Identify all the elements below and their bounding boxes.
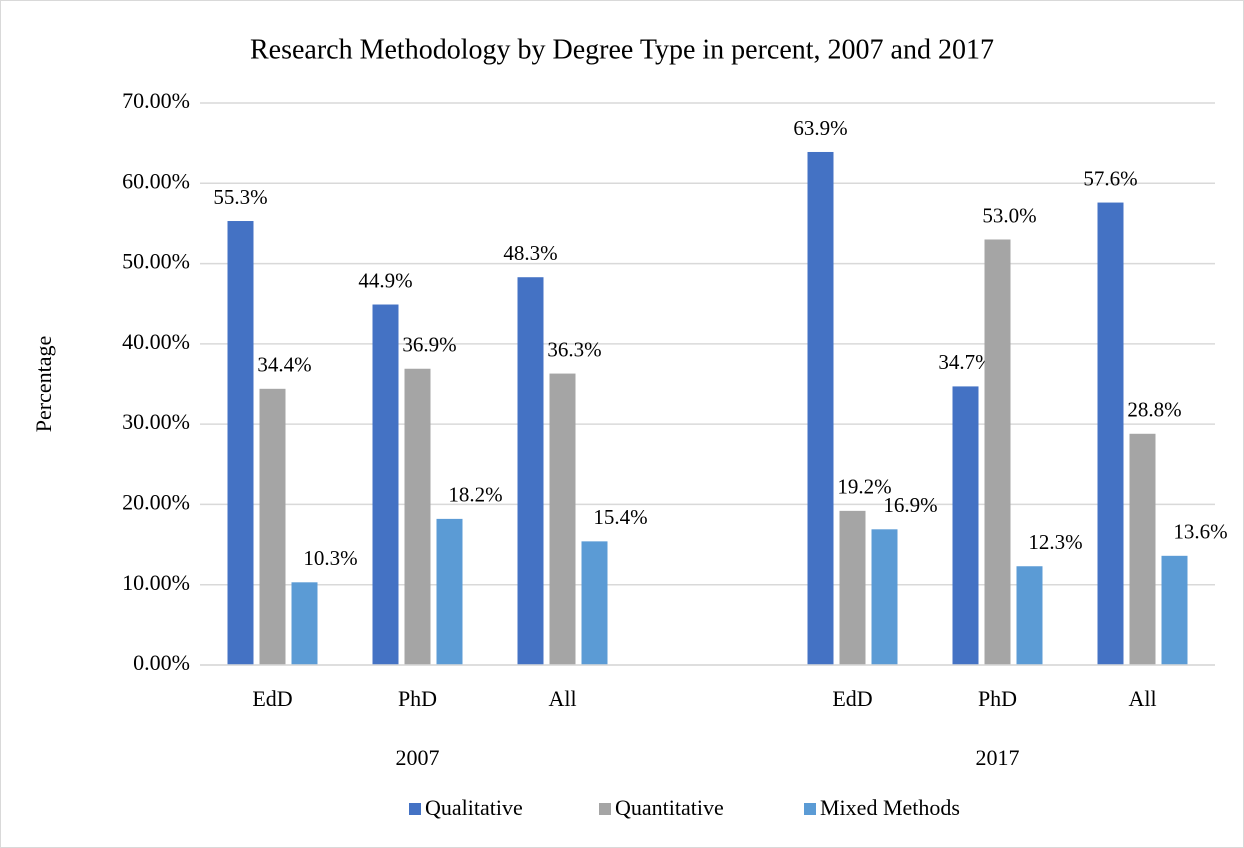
bar [839,510,866,665]
legend-swatch [804,803,816,815]
data-label: 12.3% [1028,530,1082,554]
bar [259,388,286,665]
bar [581,541,608,665]
bar [807,151,834,665]
y-tick-label: 40.00% [122,329,190,354]
bar [1097,202,1124,665]
data-label: 34.7% [938,350,992,374]
data-label: 34.4% [257,353,311,377]
legend-label: Qualitative [425,795,523,820]
x-tick-label: PhD [398,686,437,711]
data-label: 36.3% [547,337,601,361]
y-tick-label: 30.00% [122,409,190,434]
bar [984,239,1011,665]
data-label: 28.8% [1127,398,1181,422]
bar [404,368,431,665]
data-label: 15.4% [593,505,647,529]
legend-label: Mixed Methods [820,795,960,820]
bar [291,582,318,665]
group-label: 2017 [976,745,1020,770]
y-tick-label: 70.00% [122,88,190,113]
bar [871,529,898,665]
data-label: 13.6% [1173,520,1227,544]
x-tick-label: All [1128,686,1156,711]
data-label: 53.0% [982,203,1036,227]
bar [517,277,544,665]
legend-swatch [599,803,611,815]
bar [372,304,399,665]
y-tick-label: 50.00% [122,249,190,274]
bar [1016,566,1043,665]
x-tick-label: PhD [978,686,1017,711]
y-tick-label: 20.00% [122,489,190,514]
legend-swatch [409,803,421,815]
bar [1161,555,1188,665]
data-label: 48.3% [503,241,557,265]
bar [227,221,254,665]
data-label: 10.3% [303,546,357,570]
y-tick-label: 10.00% [122,570,190,595]
chart-title: Research Methodology by Degree Type in p… [250,34,994,65]
bar [952,386,979,665]
y-tick-label: 0.00% [133,650,190,675]
data-label: 57.6% [1083,166,1137,190]
data-label: 18.2% [448,483,502,507]
data-label: 63.9% [793,116,847,140]
data-label: 44.9% [358,268,412,292]
data-label: 19.2% [837,475,891,499]
data-label: 36.9% [402,333,456,357]
x-tick-label: All [548,686,576,711]
legend-label: Quantitative [615,795,724,820]
bar [549,373,576,665]
bar [436,518,463,665]
x-tick-label: EdD [252,686,292,711]
group-label: 2007 [396,745,440,770]
data-label: 16.9% [883,493,937,517]
y-axis-title: Percentage [31,336,56,433]
bar [1129,433,1156,665]
x-tick-label: EdD [832,686,872,711]
y-tick-label: 60.00% [122,168,190,193]
data-label: 55.3% [213,185,267,209]
